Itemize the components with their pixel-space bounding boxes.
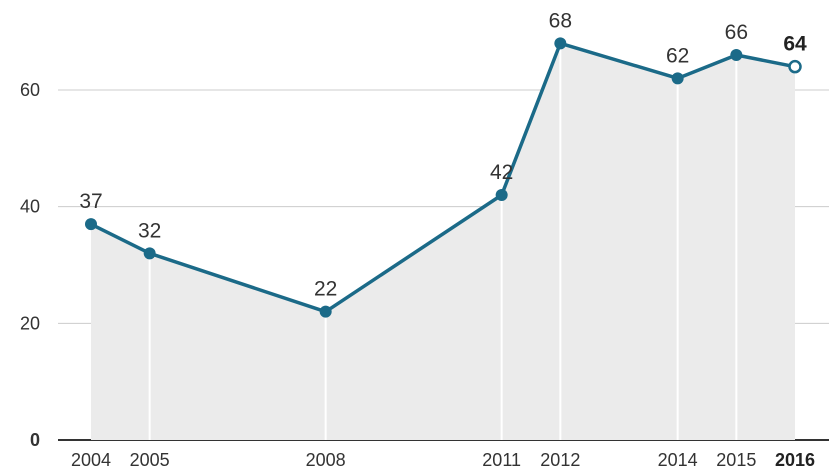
y-tick-label: 20 [20,313,40,333]
x-tick-label: 2011 [482,450,521,470]
series-line [89,41,797,314]
y-tick-label: 60 [20,80,40,100]
x-tick-label: 2016 [775,450,815,470]
data-point [85,218,97,231]
x-tick-label: 2015 [716,450,756,470]
data-label: 68 [549,9,572,32]
y-tick-label: 0 [30,430,40,450]
y-tick-label: 40 [20,197,40,217]
data-label: 64 [783,33,807,56]
data-point [319,305,332,318]
data-point [671,72,684,85]
data-point [554,37,567,50]
x-tick-label: 2005 [130,450,170,470]
data-points [85,37,802,318]
data-label: 32 [138,219,161,242]
data-label: 42 [490,161,513,184]
data-point [495,189,508,201]
series-line-group [89,41,797,314]
x-tick-label: 2014 [658,450,698,470]
data-label: 62 [666,44,689,67]
y-axis-ticks: 0 20 40 60 [20,80,40,450]
data-labels: 37 32 22 42 68 62 66 64 [79,9,807,300]
area-fill-path [91,43,795,440]
data-point [730,49,743,61]
x-axis-ticks: 2004 2005 2008 2011 2012 2014 2015 2016 [71,450,815,470]
data-label: 37 [79,190,102,213]
data-label: 66 [725,21,748,44]
data-label: 22 [314,278,337,301]
data-point [143,247,156,260]
x-tick-label: 2012 [540,450,580,470]
drop-lines [148,43,738,440]
x-tick-label: 2008 [306,450,346,470]
x-tick-label: 2004 [71,450,111,470]
area-fill [91,43,795,440]
data-point [788,59,802,74]
